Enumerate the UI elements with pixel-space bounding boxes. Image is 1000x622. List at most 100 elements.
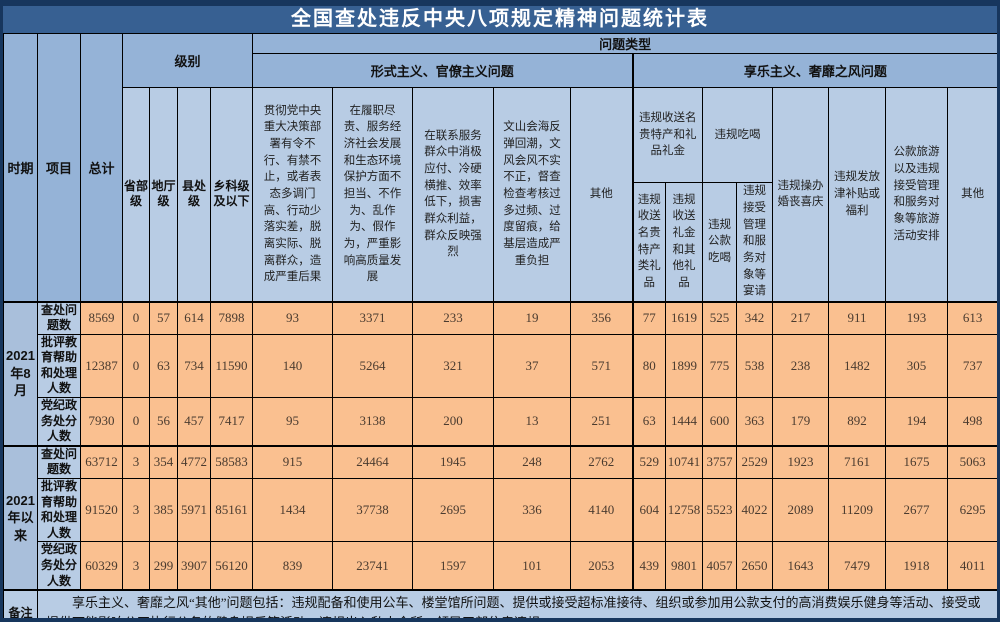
data-cell: 915 — [252, 444, 334, 480]
data-cell: 2529 — [736, 444, 774, 480]
hedonism-col-header-weddings: 违规操办婚丧喜庆 — [772, 87, 830, 302]
corner-item-header: 项目 — [37, 33, 81, 302]
remark-cell: 享乐主义、奢靡之风“其他”问题包括：违规配备和使用公车、楼堂馆所问题、提供或接受… — [36, 589, 997, 618]
data-cell: 321 — [412, 333, 495, 399]
data-cell: 1643 — [772, 541, 830, 591]
data-cell: 10741 — [665, 444, 704, 480]
data-cell: 356 — [570, 300, 634, 335]
level-header-prefecture: 地厅级 — [149, 87, 178, 302]
data-cell: 4772 — [177, 444, 211, 480]
formalism-col-header-3: 在联系服务群众中消极应付、冷硬横推、效率低下，损害群众利益，群众反映强烈 — [412, 87, 495, 302]
data-cell: 3 — [122, 444, 150, 480]
data-cell: 63 — [631, 397, 667, 447]
data-cell: 775 — [702, 333, 738, 399]
data-cell: 892 — [828, 397, 887, 447]
problem-type-group-header: 问题类型 — [252, 33, 997, 54]
data-cell: 19 — [493, 300, 572, 335]
data-cell: 23741 — [332, 541, 414, 591]
gifts-subcol-header-specialties: 违规收送名贵特产类礼品 — [631, 182, 667, 302]
data-cell: 3 — [122, 541, 150, 591]
data-cell: 0 — [122, 397, 150, 447]
dining-subcol-header-public-funds: 违规公款吃喝 — [702, 182, 738, 302]
dining-group-header: 违规吃喝 — [702, 87, 774, 183]
data-cell: 1923 — [772, 444, 830, 480]
level-header-county: 县处级 — [177, 87, 211, 302]
row-item-label: 批评教育帮助和处理人数 — [37, 333, 81, 399]
data-cell: 2089 — [772, 478, 830, 543]
data-cell: 1945 — [412, 444, 495, 480]
data-cell: 363 — [736, 397, 774, 447]
data-cell: 11590 — [209, 333, 254, 399]
data-cell: 8569 — [80, 300, 123, 335]
data-cell: 193 — [885, 300, 949, 335]
data-cell: 5264 — [332, 333, 414, 399]
data-cell: 57 — [149, 300, 178, 335]
row-item-label: 查处问题数 — [37, 300, 81, 335]
data-cell: 613 — [947, 300, 997, 335]
formalism-col-header-4: 文山会海反弹回潮，文风会风不实不正，督查检查考核过多过频、过度留痕，给基层造成严… — [493, 87, 572, 302]
formalism-group-header: 形式主义、官僚主义问题 — [252, 53, 634, 88]
data-cell: 85161 — [209, 478, 254, 543]
table-title: 全国查处违反中央八项规定精神问题统计表 — [3, 6, 997, 33]
data-cell: 1899 — [665, 333, 704, 399]
data-cell: 95 — [252, 397, 334, 447]
data-cell: 7930 — [80, 397, 123, 447]
data-cell: 3138 — [332, 397, 414, 447]
data-cell: 0 — [122, 300, 150, 335]
data-cell: 457 — [177, 397, 211, 447]
data-cell: 56 — [149, 397, 178, 447]
hedonism-col-header-travel: 公款旅游以及违规接受管理和服务对象等旅游活动安排 — [885, 87, 949, 302]
data-cell: 1597 — [412, 541, 495, 591]
data-cell: 7898 — [209, 300, 254, 335]
data-cell: 91520 — [80, 478, 123, 543]
data-cell: 336 — [493, 478, 572, 543]
data-cell: 251 — [570, 397, 634, 447]
data-cell: 299 — [149, 541, 178, 591]
period-cell: 2021年以来 — [3, 444, 38, 591]
data-cell: 217 — [772, 300, 830, 335]
data-cell: 4022 — [736, 478, 774, 543]
data-cell: 194 — [885, 397, 949, 447]
data-cell: 4011 — [947, 541, 997, 591]
data-cell: 5523 — [702, 478, 738, 543]
data-cell: 93 — [252, 300, 334, 335]
data-cell: 1675 — [885, 444, 949, 480]
row-item-label: 党纪政务处分人数 — [37, 541, 81, 591]
data-cell: 3371 — [332, 300, 414, 335]
data-cell: 614 — [177, 300, 211, 335]
data-cell: 354 — [149, 444, 178, 480]
data-cell: 2650 — [736, 541, 774, 591]
data-cell: 737 — [947, 333, 997, 399]
data-cell: 11209 — [828, 478, 887, 543]
row-item-label: 查处问题数 — [37, 444, 81, 480]
row-item-label: 党纪政务处分人数 — [37, 397, 81, 447]
data-cell: 9801 — [665, 541, 704, 591]
period-cell: 2021年8月 — [3, 300, 38, 447]
data-cell: 1444 — [665, 397, 704, 447]
data-cell: 3907 — [177, 541, 211, 591]
data-cell: 385 — [149, 478, 178, 543]
data-cell: 0 — [122, 333, 150, 399]
data-cell: 24464 — [332, 444, 414, 480]
level-group-header: 级别 — [121, 33, 254, 88]
data-cell: 1918 — [885, 541, 949, 591]
data-rows-body: 2021年8月 查处问题数 8569 0 57 614 7898 93 3371 233 19 356… — [3, 300, 997, 591]
formalism-col-header-other: 其他 — [570, 87, 634, 302]
data-cell: 734 — [177, 333, 211, 399]
data-cell: 77 — [631, 300, 667, 335]
gifts-subcol-header-cash: 违规收送礼金和其他礼品 — [665, 182, 704, 302]
data-cell: 2677 — [885, 478, 949, 543]
data-cell: 63 — [149, 333, 178, 399]
data-cell: 5063 — [947, 444, 997, 480]
level-header-township: 乡科级及以下 — [209, 87, 254, 302]
data-cell: 248 — [493, 444, 572, 480]
data-cell: 56120 — [209, 541, 254, 591]
data-cell: 179 — [772, 397, 830, 447]
data-cell: 911 — [828, 300, 887, 335]
hedonism-col-header-allowances: 违规发放津补贴或福利 — [828, 87, 887, 302]
data-cell: 233 — [412, 300, 495, 335]
data-cell: 6295 — [947, 478, 997, 543]
data-cell: 571 — [570, 333, 634, 399]
data-cell: 305 — [885, 333, 949, 399]
data-cell: 140 — [252, 333, 334, 399]
